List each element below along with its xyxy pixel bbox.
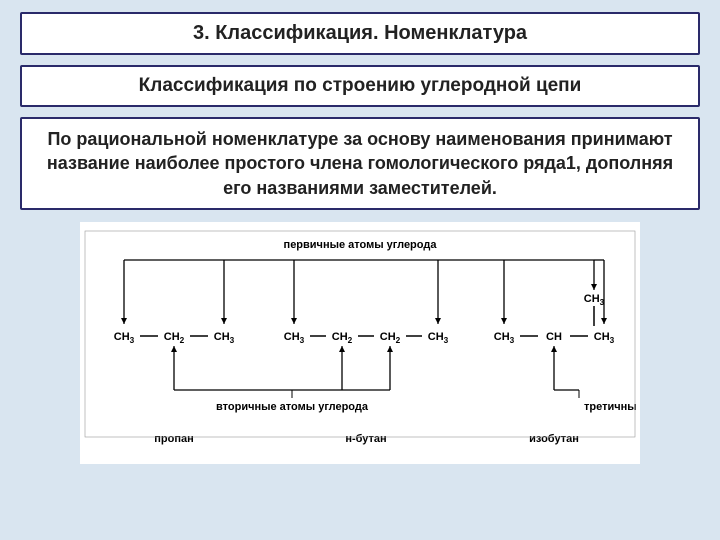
svg-text:пропан: пропан (154, 433, 194, 445)
svg-text:третичный атом углерода: третичный атом углерода (584, 401, 636, 413)
svg-text:CH3: CH3 (494, 331, 515, 345)
svg-text:первичные атомы углерода: первичные атомы углерода (284, 239, 438, 251)
svg-text:вторичные атомы углерода: вторичные атомы углерода (216, 401, 369, 413)
title-text: 3. Классификация. Номенклатура (193, 22, 527, 44)
subtitle-text: Классификация по строению углеродной цеп… (139, 75, 582, 96)
svg-text:CH3: CH3 (594, 331, 615, 345)
svg-text:CH2: CH2 (164, 331, 185, 345)
carbon-diagram: первичные атомы углерода CH3 CH2 CH3 CH3 CH2 C… (80, 222, 640, 464)
svg-text:CH3: CH3 (284, 331, 305, 345)
svg-text:CH3: CH3 (584, 293, 605, 307)
svg-text:CH: CH (546, 331, 562, 343)
svg-text:CH3: CH3 (214, 331, 235, 345)
diagram-svg: первичные атомы углерода CH3 CH2 CH3 CH3 CH2 C… (84, 230, 636, 460)
description-box: По рациональной номенклатуре за основу н… (20, 117, 700, 210)
description-text: По рациональной номенклатуре за основу н… (47, 129, 673, 198)
title-box: 3. Классификация. Номенклатура (20, 12, 700, 55)
svg-text:CH3: CH3 (428, 331, 449, 345)
svg-text:изобутан: изобутан (529, 433, 579, 445)
svg-text:CH3: CH3 (114, 331, 135, 345)
svg-text:н-бутан: н-бутан (345, 433, 386, 445)
svg-text:CH2: CH2 (380, 331, 401, 345)
svg-text:CH2: CH2 (332, 331, 353, 345)
subtitle-box: Классификация по строению углеродной цеп… (20, 65, 700, 107)
